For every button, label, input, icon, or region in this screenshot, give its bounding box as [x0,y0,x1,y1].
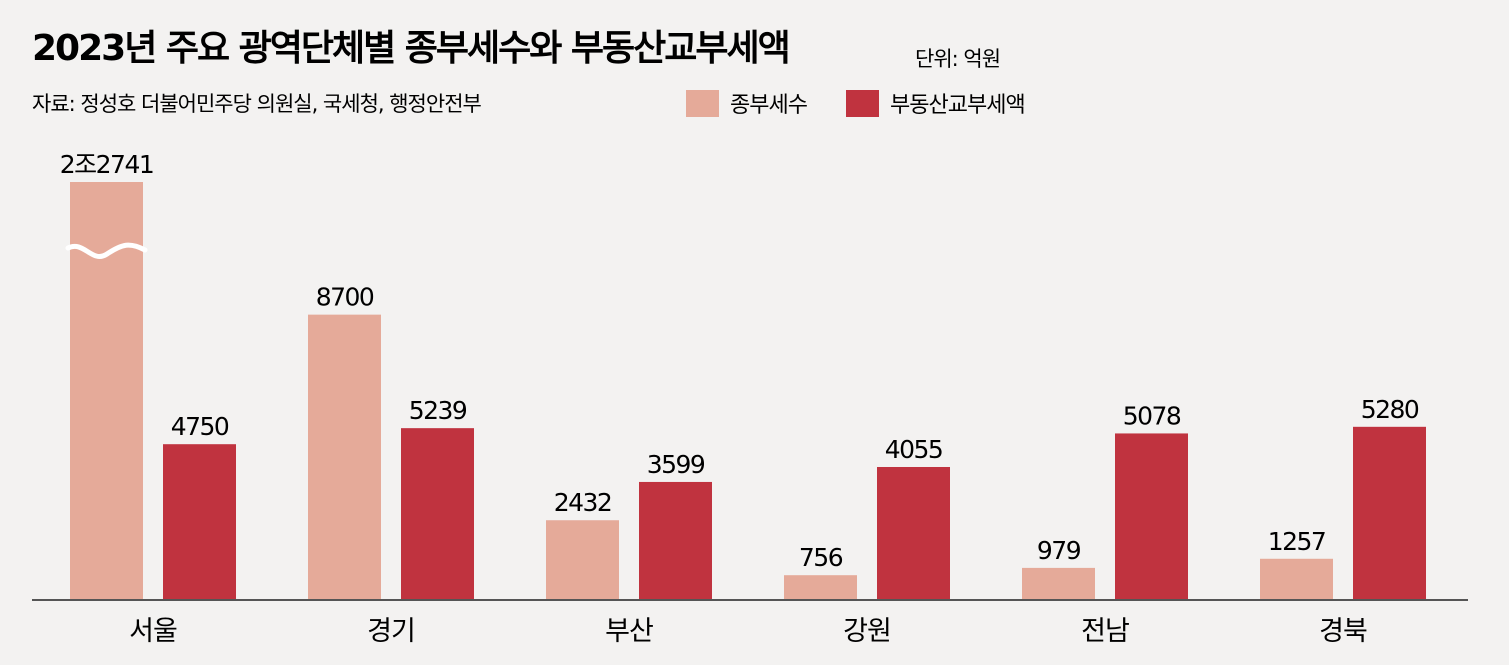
data-label-전남-부동산교부세액: 5078 [1123,401,1181,430]
category-label-서울: 서울 [129,616,177,647]
legend-label-jongbu: 종부세수 [730,93,808,118]
category-label-경기: 경기 [367,616,415,647]
data-label-경기-부동산교부세액: 5239 [409,396,467,425]
data-label-부산-종부세수: 2432 [554,488,612,517]
bar-경북-부동산교부세액 [1353,426,1426,600]
axis-break-mark [65,242,148,259]
bar-전남-종부세수 [1022,567,1095,600]
data-label-서울-종부세수: 2조2741 [60,150,154,179]
data-label-전남-종부세수: 979 [1037,536,1081,565]
data-label-부산-부동산교부세액: 3599 [647,450,705,479]
bars-layer: 2조2741 4750 서울 8700 5239 경기 2432 3599 부산 756 4055 강… [60,150,1426,647]
data-label-경북-종부세수: 1257 [1268,527,1326,556]
data-label-서울-부동산교부세액: 4750 [171,412,229,441]
category-label-부산: 부산 [605,616,653,647]
bar-강원-부동산교부세액 [877,466,950,600]
bar-경북-종부세수 [1260,558,1333,600]
data-label-강원-종부세수: 756 [799,543,843,572]
legend-swatch-gyobu [846,90,879,117]
bar-강원-종부세수 [784,575,857,600]
data-label-강원-부동산교부세액: 4055 [885,435,943,464]
data-label-경기-종부세수: 8700 [316,283,374,312]
bar-경기-부동산교부세액 [401,428,474,600]
bar-경기-종부세수 [308,314,381,600]
bar-전남-부동산교부세액 [1115,433,1188,600]
category-label-전남: 전남 [1081,616,1129,647]
legend-swatch-jongbu [686,90,719,117]
source-label: 자료: 정성호 더불어민주당 의원실, 국세청, 행정안전부 [32,92,482,116]
legend: 종부세수 부동산교부세액 [686,90,1026,118]
bar-부산-종부세수 [546,520,619,600]
bar-서울-부동산교부세액 [163,444,236,600]
chart-title: 2023년 주요 광역단체별 종부세수와 부동산교부세액 [32,28,789,69]
legend-label-gyobu: 부동산교부세액 [890,93,1025,118]
bar-부산-부동산교부세액 [639,481,712,600]
unit-label: 단위: 억원 [915,47,1000,71]
category-label-경북: 경북 [1319,616,1367,647]
data-label-경북-부동산교부세액: 5280 [1361,395,1419,424]
category-label-강원: 강원 [843,616,891,647]
